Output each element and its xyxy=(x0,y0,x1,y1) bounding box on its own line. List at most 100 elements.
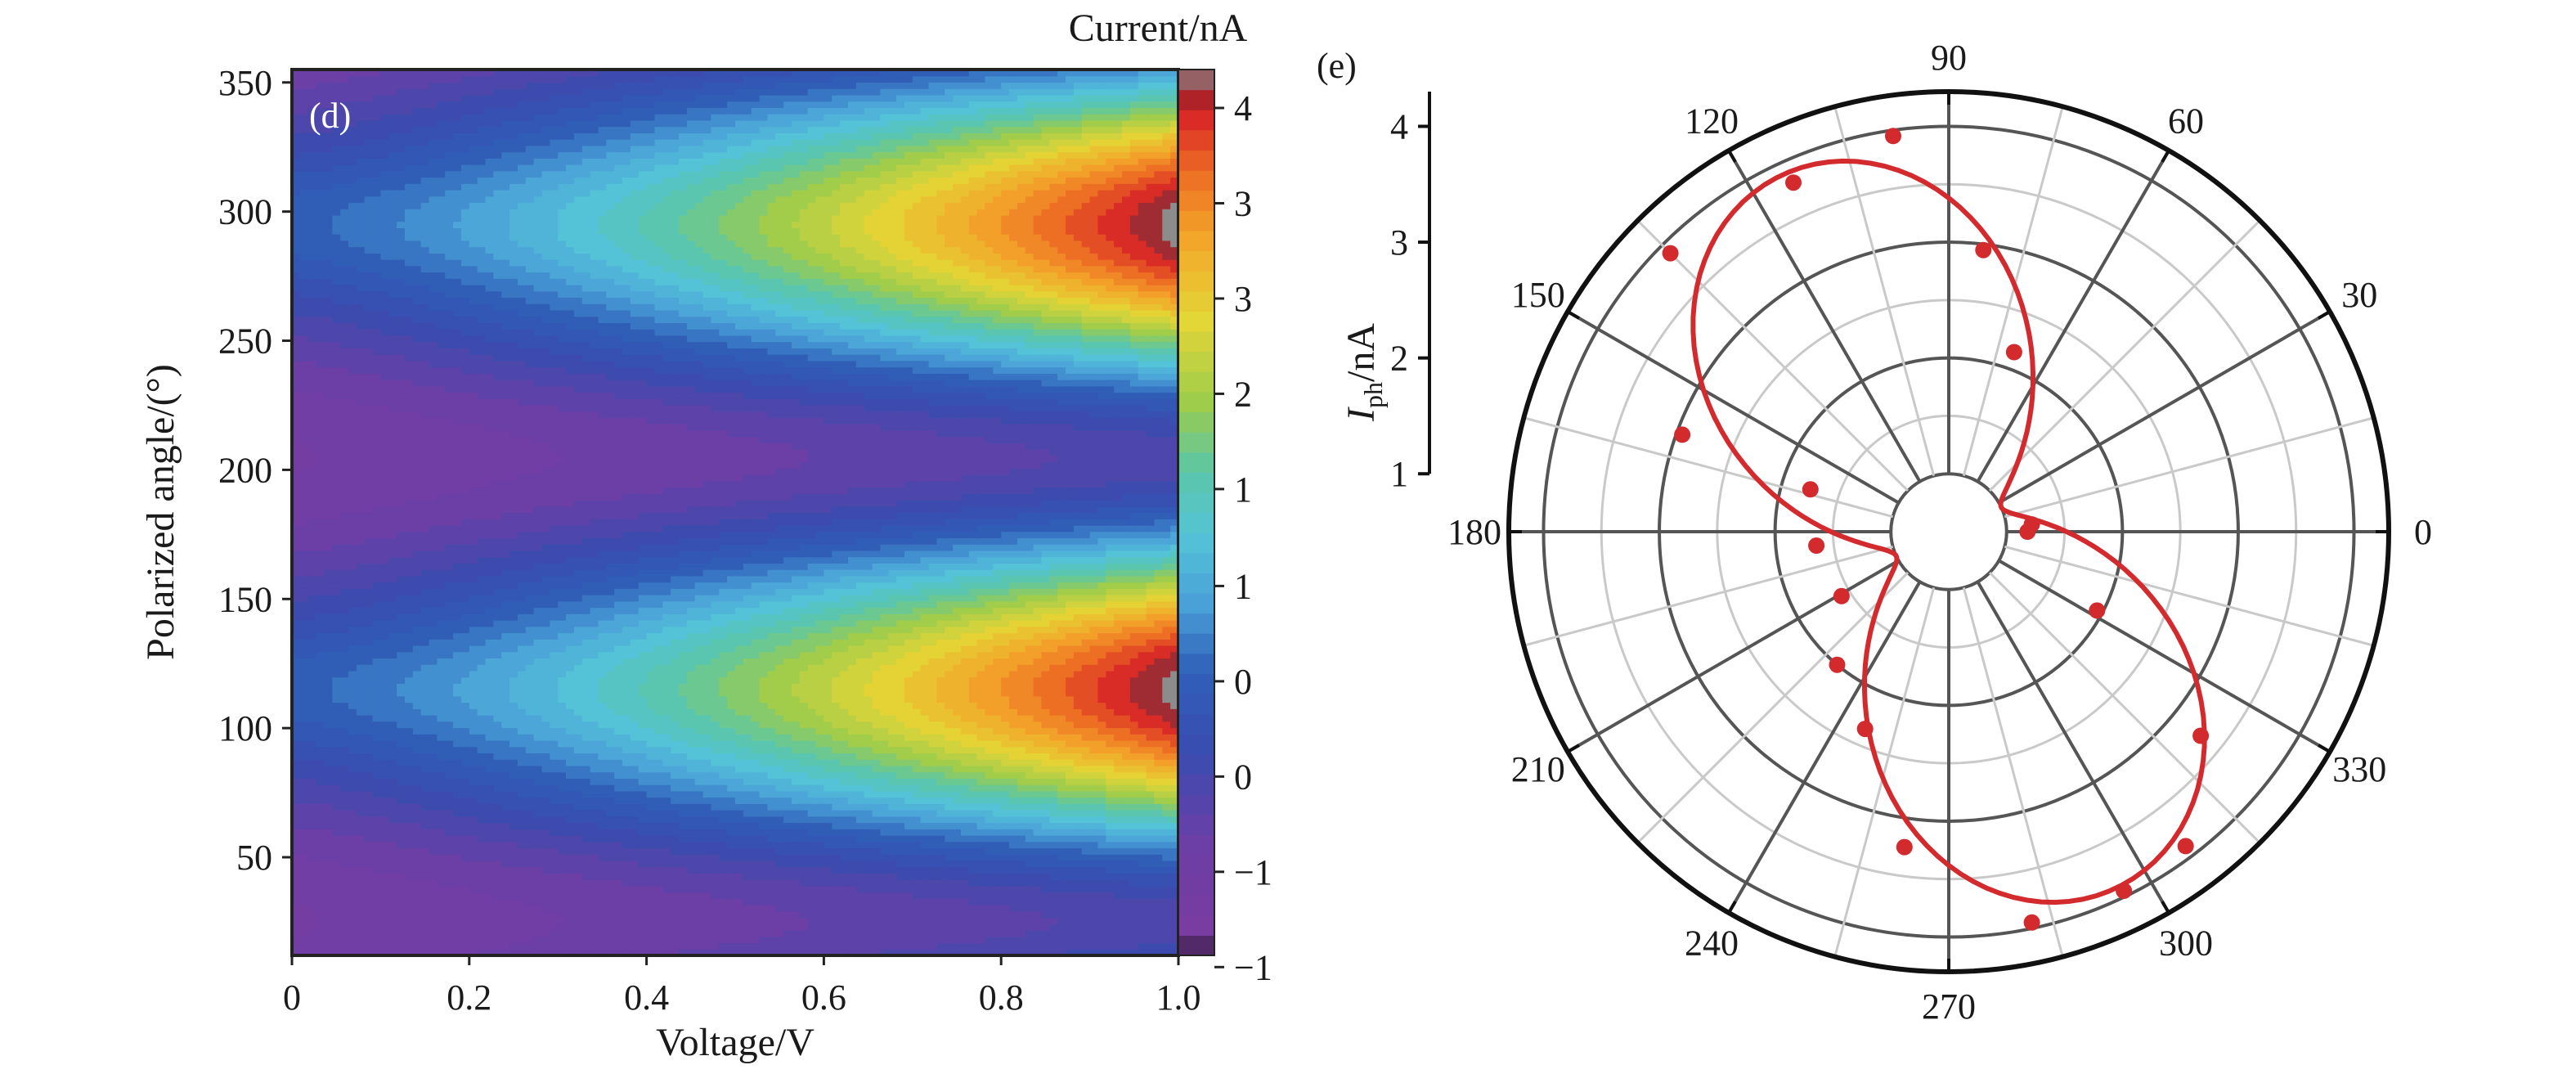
heatmap-cell xyxy=(340,366,349,374)
heatmap-cell xyxy=(356,588,366,595)
heatmap-cell xyxy=(469,790,478,798)
heatmap-cell xyxy=(453,88,462,96)
heatmap-cell xyxy=(380,841,389,849)
heatmap-cell xyxy=(429,512,438,519)
heatmap-cell xyxy=(509,214,518,222)
heatmap-cell xyxy=(316,544,325,551)
heatmap-cell xyxy=(493,797,502,804)
heatmap-cell xyxy=(316,493,325,501)
heatmap-cell xyxy=(566,82,575,89)
heatmap-cell xyxy=(437,739,446,748)
heatmap-cell xyxy=(307,335,317,343)
heatmap-cell xyxy=(380,784,389,792)
heatmap-cell xyxy=(332,860,341,868)
heatmap-cell xyxy=(501,759,510,766)
heatmap-cell xyxy=(292,905,301,912)
heatmap-cell xyxy=(404,550,414,558)
heatmap-cell xyxy=(460,209,470,216)
heatmap-cell xyxy=(453,797,462,804)
heatmap-cell xyxy=(445,265,454,273)
heatmap-cell xyxy=(332,417,341,425)
heatmap-cell xyxy=(299,177,309,184)
heatmap-cell xyxy=(412,493,422,501)
heatmap-cell xyxy=(340,240,349,248)
heatmap-cell xyxy=(445,790,454,798)
heatmap-cell xyxy=(299,380,309,387)
heatmap-cell xyxy=(525,158,535,165)
heatmap-cell xyxy=(316,797,325,804)
heatmap-cell xyxy=(558,563,567,570)
heatmap-cell xyxy=(493,139,502,146)
heatmap-cell xyxy=(348,765,357,773)
heatmap-cell xyxy=(420,158,430,165)
heatmap-cell xyxy=(566,221,575,228)
heatmap-cell xyxy=(437,803,446,811)
heatmap-cell xyxy=(324,873,333,880)
heatmap-cell xyxy=(404,70,414,77)
heatmap-cell xyxy=(380,524,389,533)
heatmap-cell xyxy=(397,380,406,387)
heatmap-cell xyxy=(412,164,422,172)
heatmap-cell xyxy=(469,600,478,609)
heatmap-cell xyxy=(501,524,510,533)
heatmap-cell xyxy=(533,759,543,766)
heatmap-cell xyxy=(541,411,550,419)
heatmap-cell xyxy=(469,632,478,640)
heatmap-cell xyxy=(493,739,502,748)
heatmap-cell xyxy=(356,790,366,798)
heatmap-cell xyxy=(509,70,518,77)
heatmap-cell xyxy=(541,303,550,311)
heatmap-cell xyxy=(477,645,487,653)
heatmap-cell xyxy=(460,879,470,887)
heatmap-cell xyxy=(566,373,575,380)
heatmap-cell xyxy=(364,739,374,748)
heatmap-cell xyxy=(340,753,349,760)
heatmap-cell xyxy=(566,759,575,766)
heatmap-cell xyxy=(525,322,535,330)
heatmap-cell xyxy=(404,690,414,697)
heatmap-cell xyxy=(501,119,510,128)
heatmap-cell xyxy=(412,651,422,659)
heatmap-cell xyxy=(388,474,397,482)
heatmap-cell xyxy=(445,285,454,292)
heatmap-cell xyxy=(460,341,470,348)
heatmap-cell xyxy=(412,885,422,893)
heatmap-cell xyxy=(445,246,454,254)
heatmap-cell xyxy=(445,797,454,804)
heatmap-cell xyxy=(340,119,349,128)
heatmap-cell xyxy=(445,170,454,178)
heatmap-cell xyxy=(292,563,301,570)
heatmap-cell xyxy=(388,645,397,653)
heatmap-cell xyxy=(364,94,374,102)
heatmap-cell xyxy=(550,170,559,178)
heatmap-cell xyxy=(340,734,349,741)
heatmap-cell xyxy=(517,715,527,722)
heatmap-cell xyxy=(388,322,397,330)
heatmap-cell xyxy=(453,658,462,665)
heatmap-cell xyxy=(388,936,397,944)
heatmap-cell xyxy=(324,835,333,843)
heatmap-cell xyxy=(429,873,438,880)
heatmap-cell xyxy=(348,101,357,109)
heatmap-cell xyxy=(356,512,366,519)
heatmap-cell xyxy=(477,822,487,829)
heatmap-cell xyxy=(420,227,430,235)
heatmap-cell xyxy=(420,936,430,944)
heatmap-cell xyxy=(437,695,446,703)
heatmap-cell xyxy=(412,835,422,843)
heatmap-cell xyxy=(292,195,301,204)
heatmap-cell xyxy=(364,910,374,919)
heatmap-cell xyxy=(380,151,389,159)
heatmap-cell xyxy=(380,385,389,393)
heatmap-cell xyxy=(477,595,487,602)
heatmap-cell xyxy=(397,290,406,299)
heatmap-cell xyxy=(493,829,502,836)
heatmap-cell xyxy=(332,133,341,140)
heatmap-cell xyxy=(332,373,341,380)
heatmap-cell xyxy=(324,936,333,944)
heatmap-cell xyxy=(493,253,502,260)
heatmap-cell xyxy=(566,866,575,874)
heatmap-cell xyxy=(429,240,438,248)
heatmap-cell xyxy=(445,879,454,887)
heatmap-cell xyxy=(485,75,494,83)
